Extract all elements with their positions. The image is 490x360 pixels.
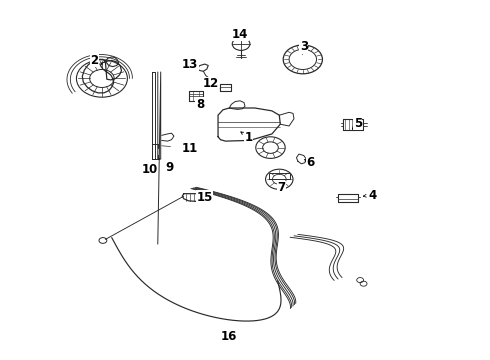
Text: 14: 14 <box>232 28 248 41</box>
Text: 10: 10 <box>141 163 158 176</box>
Text: 7: 7 <box>278 181 286 194</box>
Text: 15: 15 <box>196 191 213 204</box>
Text: 9: 9 <box>165 161 173 174</box>
Text: 16: 16 <box>221 330 238 343</box>
Text: 6: 6 <box>306 156 314 169</box>
Text: 4: 4 <box>368 189 376 202</box>
Text: 8: 8 <box>196 98 204 111</box>
Text: 1: 1 <box>245 131 253 144</box>
Text: 11: 11 <box>182 142 198 155</box>
Text: 2: 2 <box>91 54 98 67</box>
Text: 13: 13 <box>182 58 198 71</box>
Text: 3: 3 <box>300 40 308 53</box>
Text: 12: 12 <box>202 77 219 90</box>
Text: 5: 5 <box>354 117 362 130</box>
